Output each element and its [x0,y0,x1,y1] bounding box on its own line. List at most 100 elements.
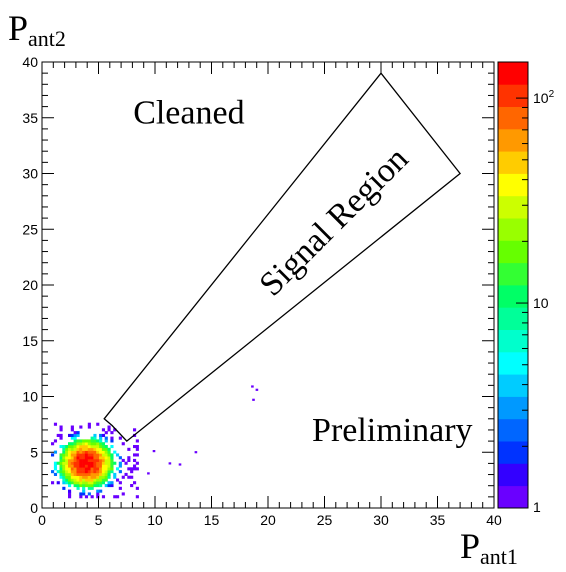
heatmap-cell [110,431,114,435]
heatmap-cell [59,445,63,449]
heatmap-cell [62,464,66,468]
heatmap-cell [68,461,72,465]
heatmap-cell [73,431,77,435]
heatmap-cell [82,472,86,476]
heatmap-cell [118,436,122,440]
heatmap-cell [101,464,106,468]
colorbar-segment [498,351,528,375]
heatmap-cell [82,492,86,496]
heatmap-cell [96,492,100,496]
heatmap-cell [79,470,83,474]
heatmap-cell [104,431,108,435]
heatmap-cell [96,478,100,482]
heatmap-cell [99,447,103,451]
heatmap-cell [73,433,77,437]
heatmap-cell [84,484,89,488]
heatmap-cell [93,433,97,437]
heatmap-cell [70,428,74,432]
heatmap-cell [62,453,66,457]
heatmap-cell [82,450,86,454]
heatmap-cell [79,492,83,496]
y-tick-label: 40 [22,54,38,70]
heatmap-cell [121,475,125,479]
heatmap-cell [124,472,128,476]
colorbar-segment [498,441,528,464]
heatmap-cell [73,467,77,471]
heatmap-cell [59,475,63,479]
heatmap-cell [93,442,97,446]
heatmap-cell [79,472,83,476]
heatmap-cell [96,447,100,451]
signal-region-outline [103,72,462,442]
heatmap-cell [65,450,69,454]
heatmap-cell [76,456,80,460]
heatmap-cell [70,442,74,446]
heatmap-cell [73,447,77,451]
heatmap-cell [84,470,89,474]
heatmap-cell [101,470,106,474]
colorbar-segment [498,195,528,219]
heatmap-cell [118,464,122,468]
heatmap-cell [84,467,89,471]
heatmap-cell [133,464,137,468]
sparse-point [194,451,198,454]
heatmap-cell [99,442,103,446]
heatmap-cell [51,453,55,457]
y-tick-label: 15 [22,333,38,349]
heatmap-cell [53,472,58,476]
heatmap-cell [84,447,89,451]
heatmap-cell [68,456,72,460]
heatmap-cell [82,481,86,485]
heatmap-cell [101,458,106,462]
heatmap-cell [84,445,89,449]
heatmap-cell [87,456,91,460]
heatmap-cell [73,472,77,476]
heatmap-cell [59,472,63,476]
heatmap-cell [107,450,111,454]
y-tick-label: 10 [22,389,38,405]
heatmap-cell [90,484,94,488]
heatmap-cell [101,447,106,451]
heatmap-cell [133,453,137,457]
heatmap-cell [96,464,100,468]
colorbar-segment [498,418,528,442]
heatmap-cell [59,461,63,465]
y-tick-label: 30 [22,166,38,182]
heatmap-cell [90,464,94,468]
heatmap-cell [79,453,83,457]
heatmap-cell [90,456,94,460]
heatmap-cell [99,464,103,468]
heatmap-cell [90,453,94,457]
heatmap-cell [127,447,131,451]
x-tick-label: 30 [373,512,389,528]
heatmap-cell [99,461,103,465]
heatmap-cell [104,453,108,457]
heatmap-cell [70,467,74,471]
colorbar-segment [498,128,528,152]
sparse-point [152,450,156,453]
heatmap-cell [130,484,134,488]
y-axis-title: Pant2 [8,8,66,51]
heatmap-cell [118,456,122,460]
heatmap-cell [104,456,108,460]
heatmap-cell [84,464,89,468]
heatmap-cell [90,467,94,471]
heatmap-cell [59,428,63,432]
heatmap-cell [84,458,89,462]
heatmap-cell [104,458,108,462]
heatmap-cell [59,456,63,460]
heatmap-cell [82,442,86,446]
y-tick-label: 35 [22,110,38,126]
heatmap-cell [70,461,74,465]
heatmap-cell [107,484,111,488]
heatmap-cell [101,450,106,454]
heatmap-cell [133,445,137,449]
x-tick-label: 20 [260,512,276,528]
heatmap-cell [62,445,66,449]
heatmap-cell [96,470,100,474]
heatmap-cell [76,472,80,476]
heatmap-cell [113,428,117,432]
heatmap-cell [79,478,83,482]
heatmap-cell [82,470,86,474]
heatmap-cell [107,453,111,457]
